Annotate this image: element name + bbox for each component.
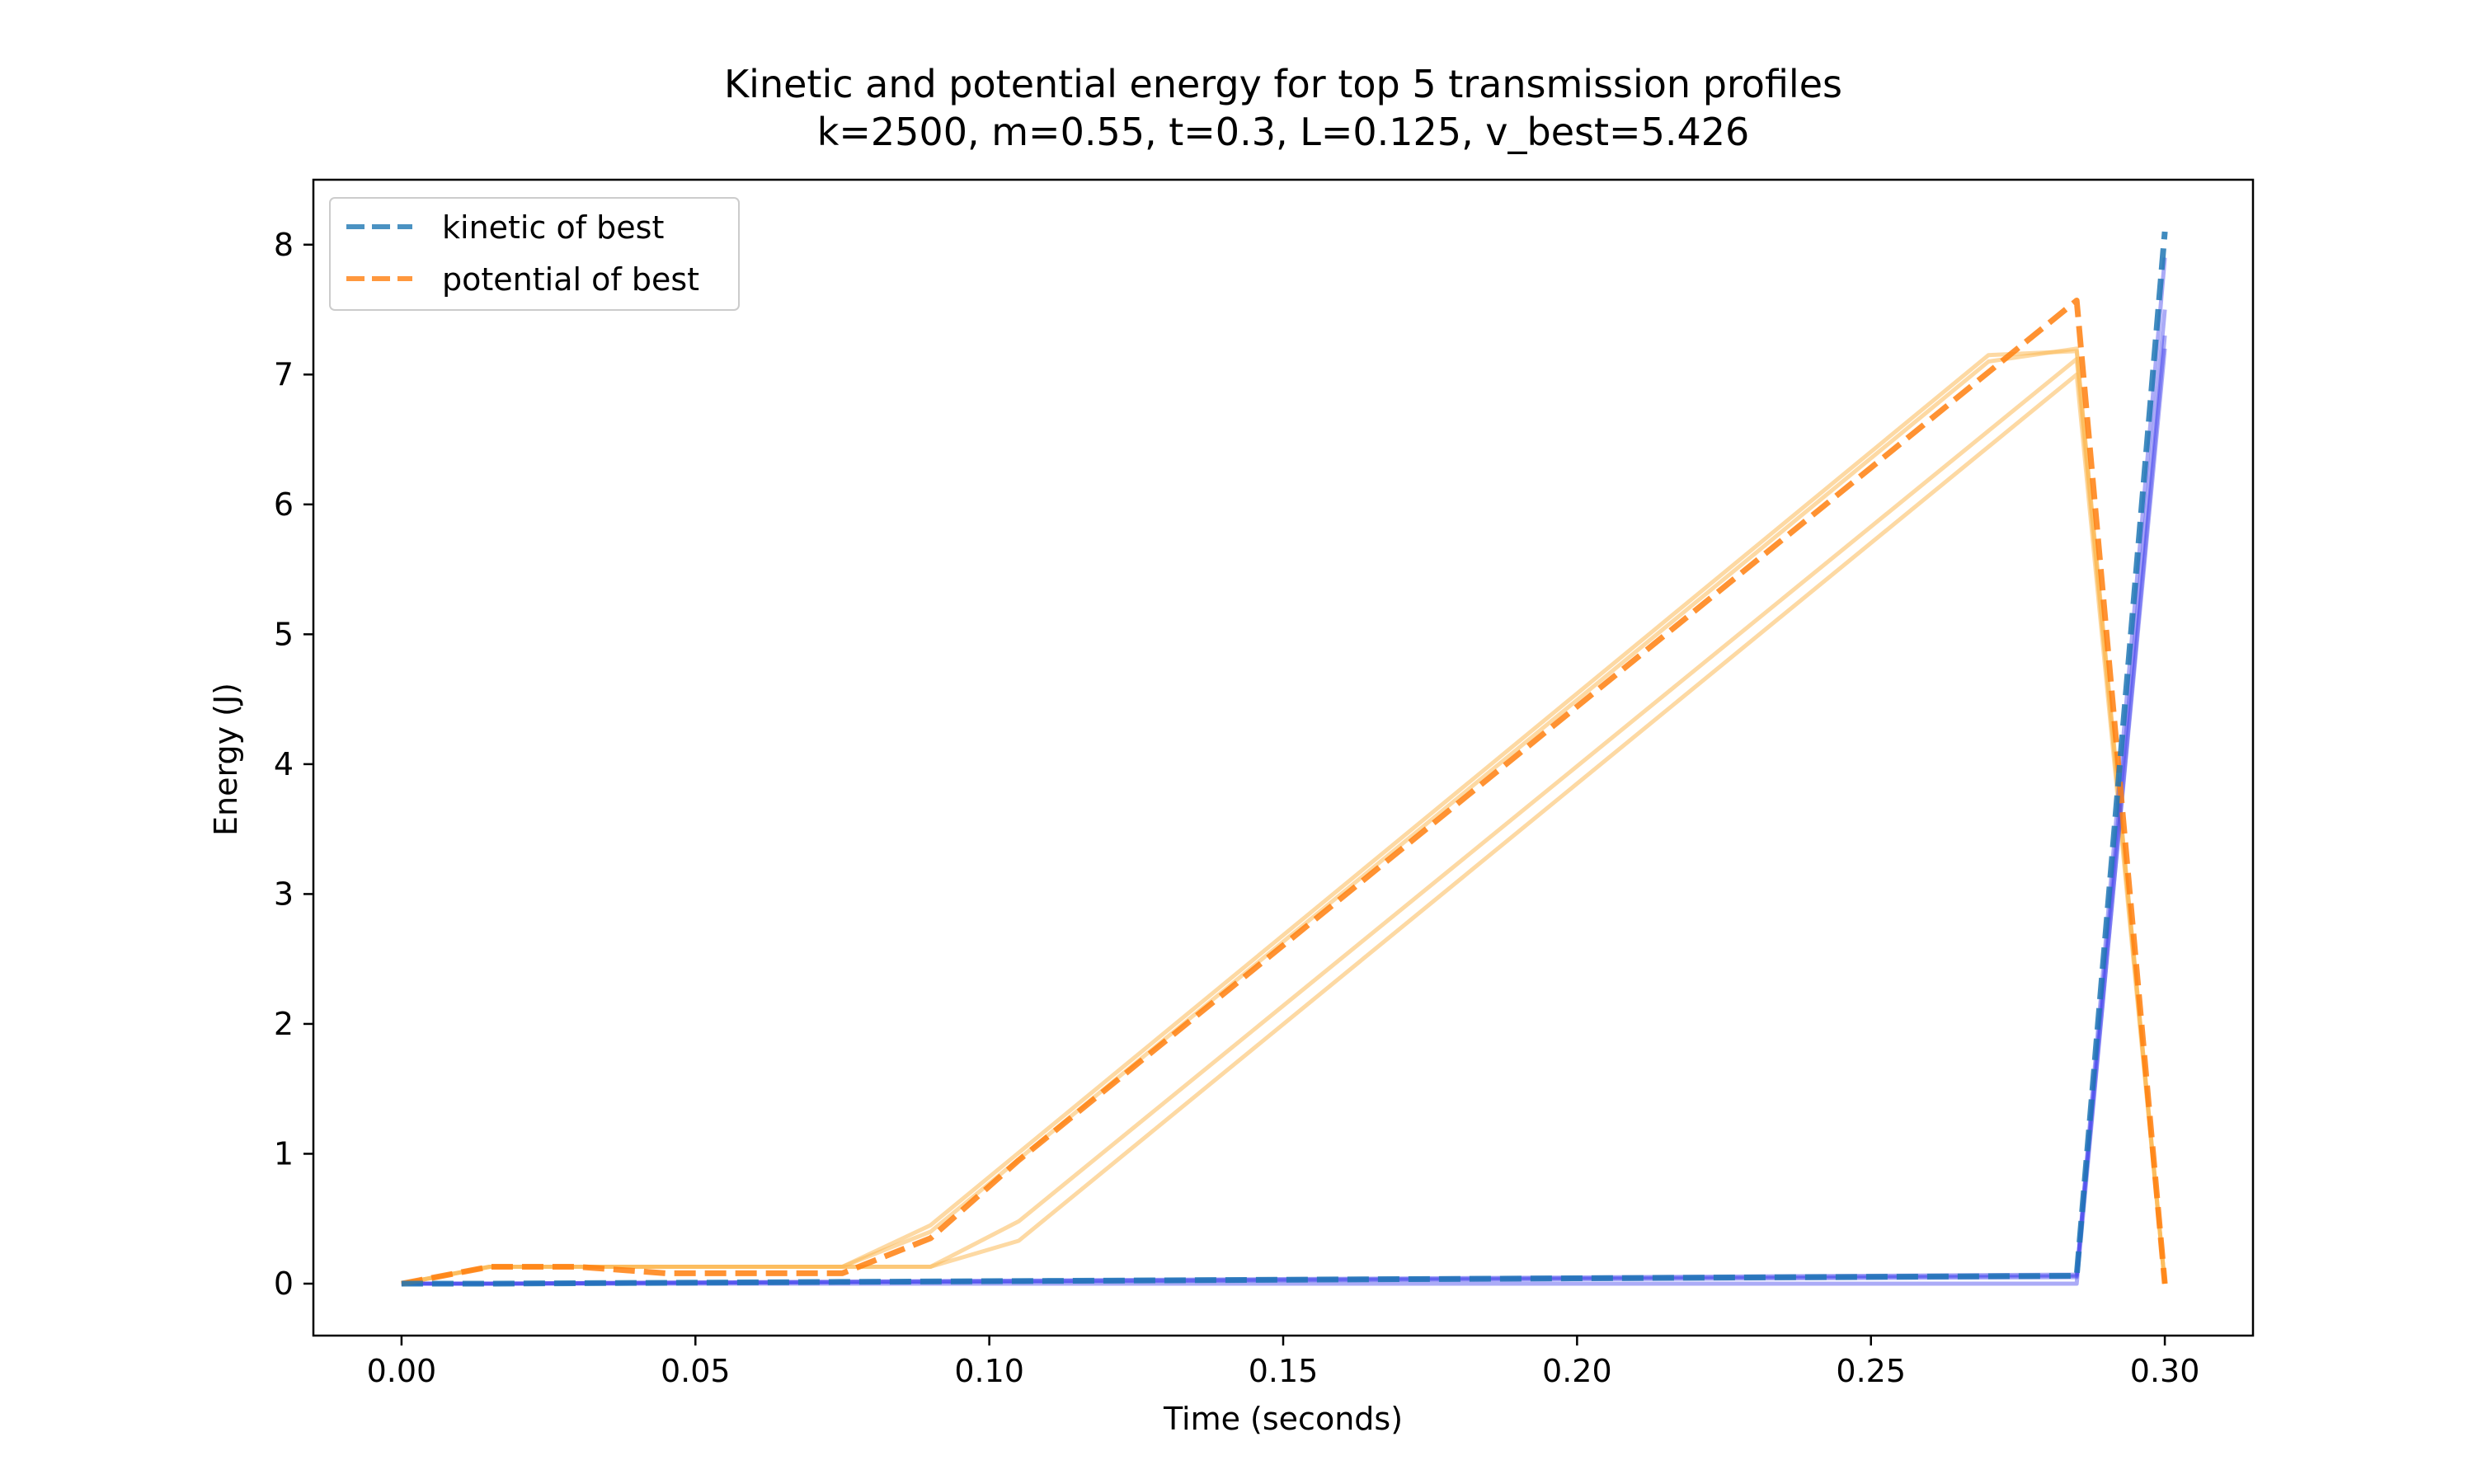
y-tick-label: 3 bbox=[274, 876, 294, 912]
y-tick-label: 7 bbox=[274, 356, 294, 392]
x-tick-label: 0.25 bbox=[1836, 1353, 1906, 1389]
axes-layer: 0.00 0.05 0.10 0.15 0.20 0.25 0.30 0 1 2 3 4 5 6 7 8 bbox=[274, 178, 2255, 1389]
x-tick-label: 0.20 bbox=[1542, 1353, 1612, 1389]
series-line-kinetic-best-0 bbox=[401, 231, 2168, 1287]
y-tick-label: 4 bbox=[274, 746, 294, 782]
series-line-potential-best-1 bbox=[401, 298, 2168, 1287]
x-tick-label: 0.05 bbox=[661, 1353, 731, 1389]
legend-label-kinetic: kinetic of best bbox=[442, 209, 664, 246]
y-tick-label: 2 bbox=[274, 1006, 294, 1042]
legend-frame bbox=[329, 197, 740, 311]
y-tick-label: 8 bbox=[274, 227, 294, 263]
x-axis-label: Time (seconds) bbox=[1163, 1401, 1403, 1437]
chart-subtitle: k=2500, m=0.55, t=0.3, L=0.125, v_best=5… bbox=[817, 110, 1750, 154]
y-tick-label: 0 bbox=[274, 1266, 294, 1302]
x-tick-label: 0.10 bbox=[954, 1353, 1024, 1389]
x-tick-label: 0.15 bbox=[1249, 1353, 1319, 1389]
series-line-potential-others-9 bbox=[401, 346, 2167, 1286]
chart-title: Kinetic and potential energy for top 5 t… bbox=[724, 62, 1842, 106]
legend-label-potential: potential of best bbox=[442, 261, 699, 298]
y-axis-label: Energy (J) bbox=[208, 683, 244, 836]
legend: kinetic of best potential of best bbox=[329, 197, 740, 311]
y-tick-label: 6 bbox=[274, 486, 294, 523]
series-layer bbox=[401, 231, 2168, 1287]
y-tick-label: 1 bbox=[274, 1135, 294, 1172]
x-tick-label: 0.00 bbox=[367, 1353, 437, 1389]
y-tick-label: 5 bbox=[274, 616, 294, 652]
x-tick-label: 0.30 bbox=[2130, 1353, 2200, 1389]
